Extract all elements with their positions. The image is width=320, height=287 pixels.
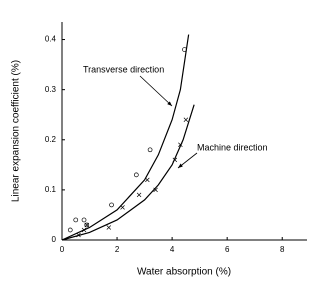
point	[172, 157, 178, 163]
y-tick-label: 0.1	[45, 185, 57, 194]
point	[182, 47, 187, 52]
annotation-arrow	[139, 75, 173, 107]
point	[73, 217, 79, 223]
point	[76, 232, 81, 238]
x-tick-label: 6	[225, 245, 230, 254]
y-tick-label: 0	[52, 235, 57, 244]
series-label: Transverse direction	[83, 64, 164, 74]
fit-curve	[61, 34, 190, 241]
point	[81, 217, 87, 223]
point	[133, 172, 139, 178]
point	[106, 225, 112, 230]
point	[145, 177, 150, 183]
x-tick-label: 8	[280, 245, 285, 254]
point	[84, 222, 90, 228]
x-tick-label: 4	[170, 245, 175, 254]
point	[147, 147, 153, 153]
x-tick-label: 0	[60, 245, 65, 254]
point	[84, 222, 90, 228]
y-tick-label: 0.3	[45, 85, 57, 94]
y-tick-label: 0.4	[45, 35, 57, 44]
point	[81, 227, 87, 233]
point	[120, 205, 125, 210]
annotation-arrow	[177, 152, 198, 169]
point	[153, 187, 158, 193]
point	[136, 192, 142, 198]
y-tick-label: 0.2	[45, 135, 57, 144]
x-axis-label: Water absorption (%)	[137, 267, 231, 278]
point	[109, 202, 114, 208]
point	[183, 117, 189, 122]
series-label: Machine direction	[197, 142, 268, 152]
x-tick-label: 2	[115, 245, 120, 254]
point	[67, 227, 73, 233]
point	[178, 142, 183, 148]
y-axis-label: Linear expansion coefficient (%)	[11, 60, 22, 202]
